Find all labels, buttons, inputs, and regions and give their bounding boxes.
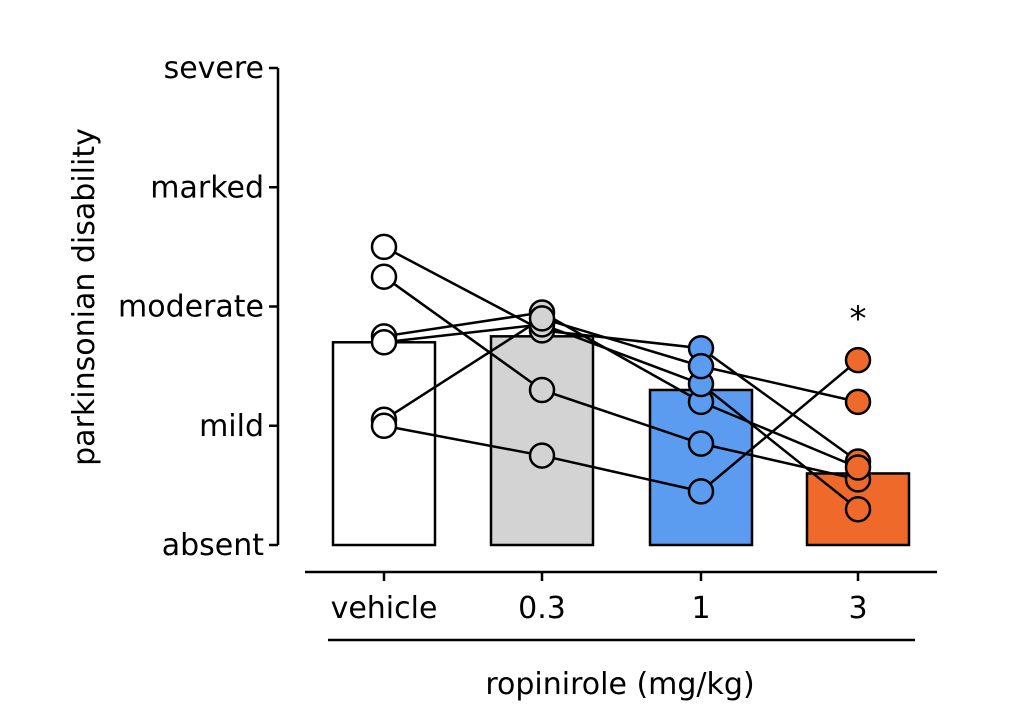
bar-0.3 xyxy=(489,335,595,547)
data-point xyxy=(844,454,872,481)
y-tick-label: severe xyxy=(164,51,264,86)
y-axis: absent mild moderate marked severe xyxy=(118,51,280,563)
bar-vehicle xyxy=(331,341,437,547)
x-tick-label: 1 xyxy=(691,591,710,626)
y-tick-label: absent xyxy=(162,528,265,563)
subject-line-2 xyxy=(383,275,859,481)
significance-star: * xyxy=(850,299,867,339)
data-point xyxy=(844,495,872,523)
subject-line-4 xyxy=(383,323,859,511)
y-tick-label: moderate xyxy=(118,290,264,325)
data-point xyxy=(370,233,398,261)
bars-layer xyxy=(331,335,911,547)
data-point xyxy=(844,388,872,416)
data-point xyxy=(370,329,398,356)
points-layer xyxy=(370,233,872,523)
data-point xyxy=(687,478,715,505)
y-tick-label: mild xyxy=(199,409,264,444)
data-point xyxy=(528,305,556,332)
data-point xyxy=(528,376,556,404)
subject-line-6 xyxy=(383,359,859,493)
data-point xyxy=(687,430,715,457)
x-tick-label: vehicle xyxy=(331,591,438,626)
data-point xyxy=(844,346,872,374)
paired-lines-layer xyxy=(383,245,859,511)
y-tick-label: marked xyxy=(150,170,264,205)
subject-line-5 xyxy=(383,317,859,421)
y-axis-title: parkinsonian disability xyxy=(67,128,102,466)
significance-layer: * xyxy=(850,299,867,339)
data-point xyxy=(687,352,715,380)
data-point xyxy=(370,263,398,290)
x-tick-label: 0.3 xyxy=(518,591,566,626)
subject-line-3 xyxy=(383,311,859,469)
data-point xyxy=(528,442,556,469)
data-point xyxy=(370,412,398,439)
x-tick-label: 3 xyxy=(848,591,867,626)
x-axis: vehicle 0.3 1 3 xyxy=(305,570,937,642)
subject-line-1 xyxy=(383,245,859,463)
x-axis-title: ropinirole (mg/kg) xyxy=(485,667,754,702)
